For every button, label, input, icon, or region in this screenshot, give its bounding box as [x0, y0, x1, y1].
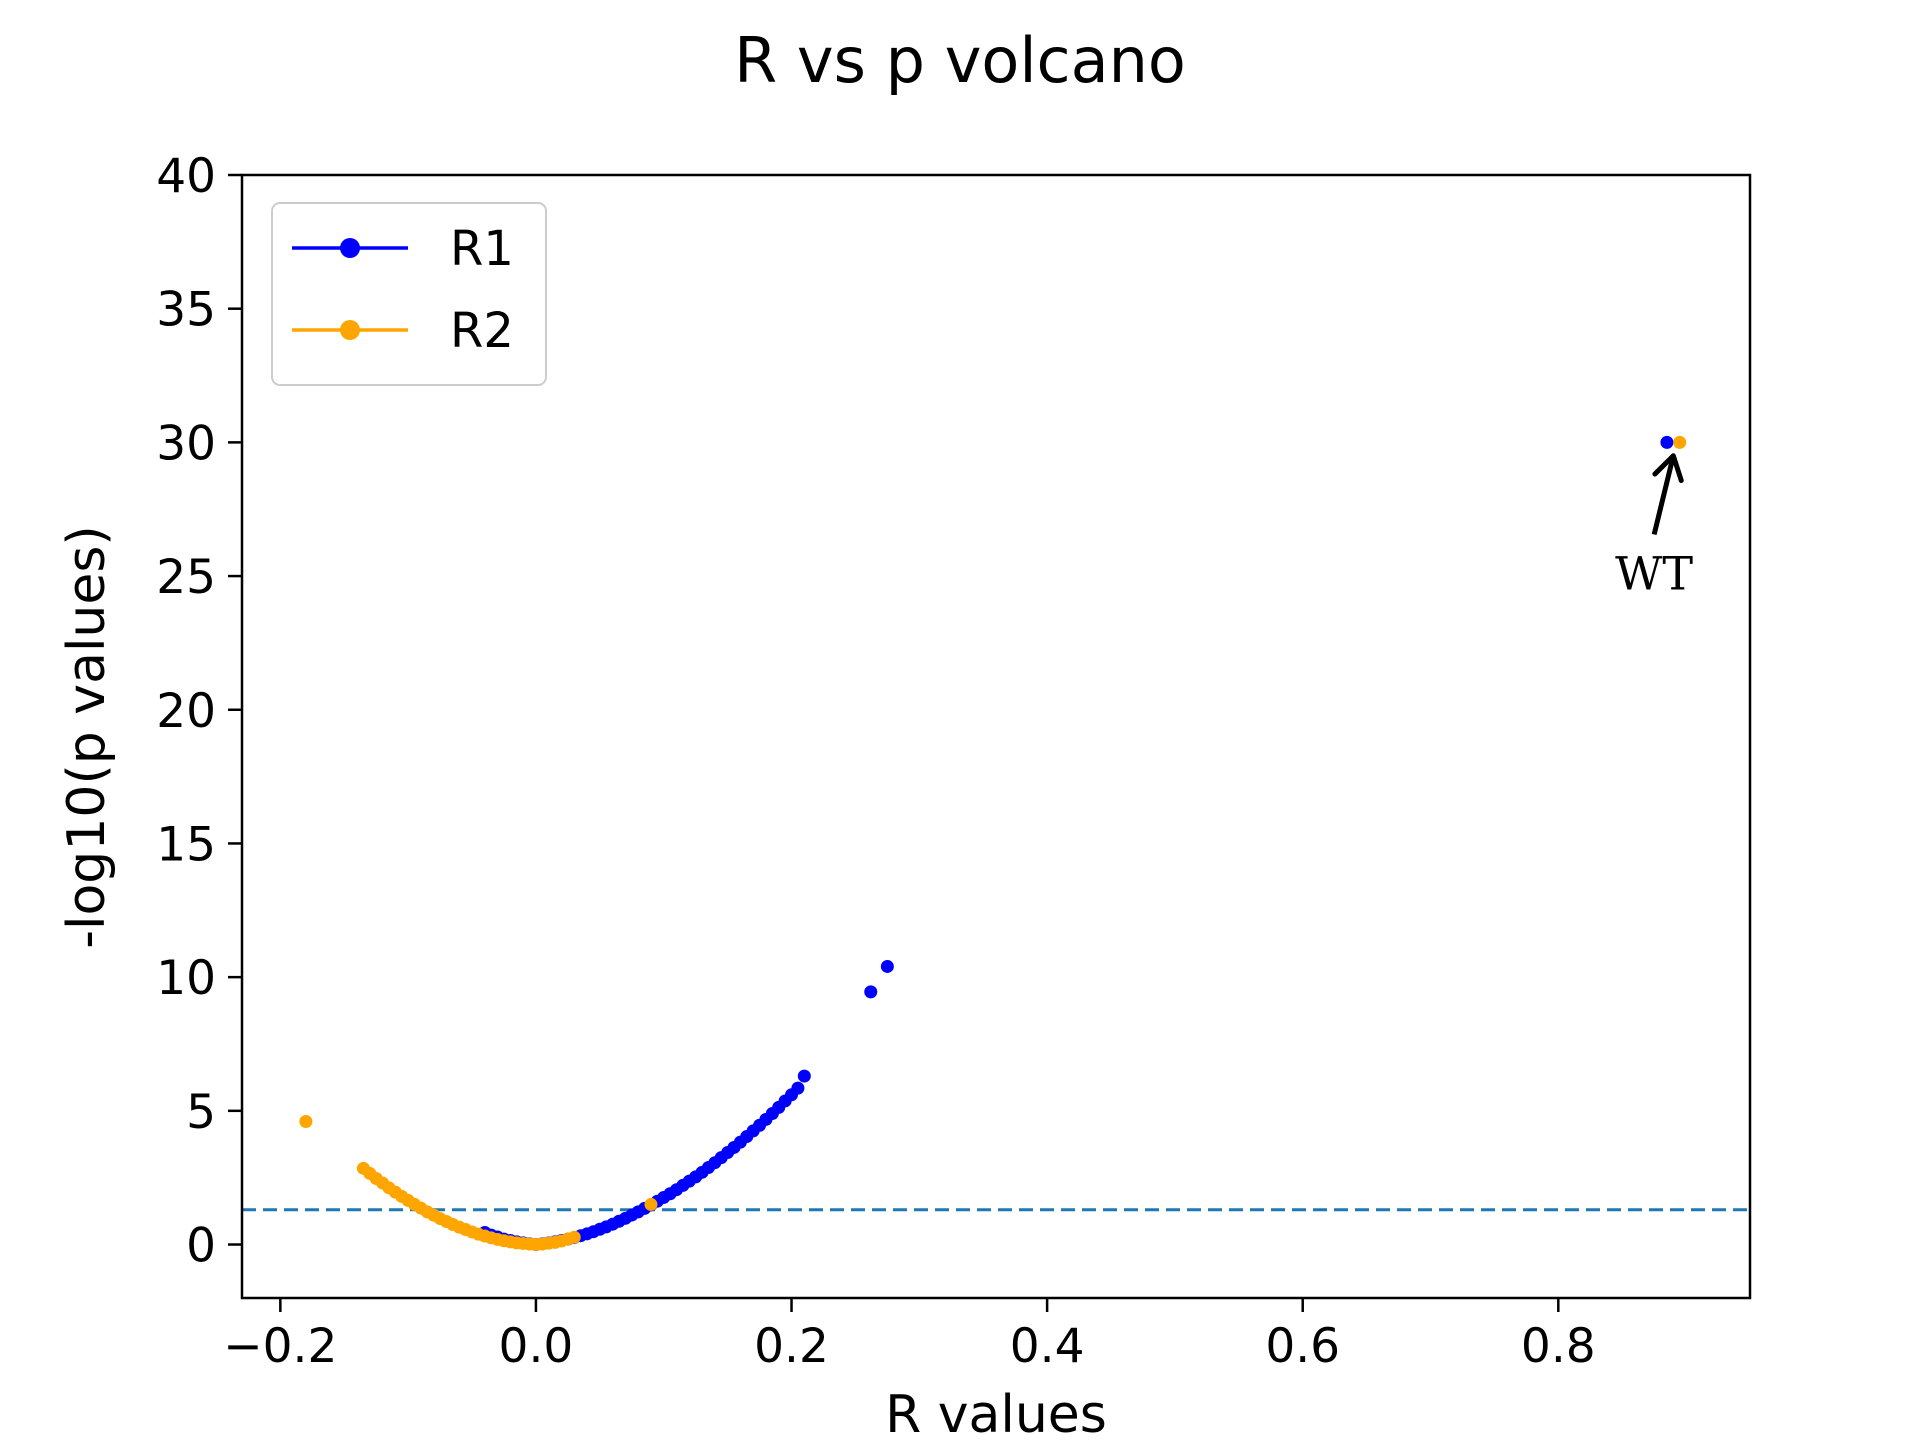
x-axis-ticks: −0.2 0.0 0.2 0.4 0.6 0.8 [223, 1298, 1596, 1374]
data-point-r2 [567, 1230, 581, 1244]
y-tick-label: 40 [156, 149, 216, 204]
y-tick-label: 0 [186, 1219, 216, 1274]
data-point-r1 [1660, 435, 1674, 449]
y-tick-label: 30 [156, 416, 216, 471]
x-tick-label: 0.2 [754, 1319, 829, 1374]
y-tick-label: 20 [156, 684, 216, 739]
legend-marker-r1 [340, 238, 360, 258]
annotation-arrow-head [1652, 453, 1684, 484]
x-tick-label: 0.6 [1265, 1319, 1340, 1374]
points-layer [299, 435, 1687, 1252]
chart-title: R vs p volcano [734, 24, 1186, 97]
annotation-label: WT [1615, 546, 1693, 600]
y-axis-ticks: 0 5 10 15 20 25 30 35 40 [156, 149, 242, 1274]
data-point-r1 [880, 959, 894, 973]
data-point-r2 [1673, 435, 1687, 449]
y-axis-label: -log10(p values) [57, 525, 117, 948]
data-point-r1 [797, 1069, 811, 1083]
series-r2 [299, 435, 1687, 1252]
x-tick-label: 0.4 [1010, 1319, 1085, 1374]
y-tick-label: 15 [156, 817, 216, 872]
plot-frame [240, 173, 1752, 1300]
x-tick-label: 0.8 [1521, 1319, 1596, 1374]
data-point-r1 [791, 1081, 805, 1095]
x-axis-label: R values [885, 1385, 1107, 1440]
data-point-r2 [644, 1197, 658, 1211]
y-tick-label: 5 [186, 1085, 216, 1140]
data-point-r2 [299, 1115, 313, 1129]
x-tick-label: 0.0 [499, 1319, 574, 1374]
x-tick-label: −0.2 [223, 1319, 337, 1374]
legend-label-r1: R1 [450, 221, 514, 277]
legend-label-r2: R2 [450, 303, 514, 359]
y-tick-label: 35 [156, 283, 216, 338]
annotation-layer: WT [1615, 453, 1693, 600]
legend: R1 R2 [271, 202, 547, 386]
y-tick-label: 25 [156, 550, 216, 605]
data-point-r1 [864, 985, 878, 999]
annotation-arrow-shaft [1651, 455, 1676, 536]
y-tick-label: 10 [156, 951, 216, 1006]
legend-marker-r2 [340, 320, 360, 340]
